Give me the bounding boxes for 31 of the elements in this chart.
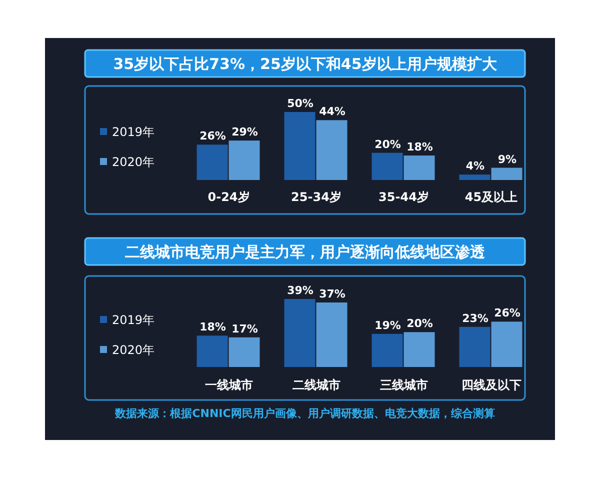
data-label: 4% — [466, 160, 485, 173]
chart-title: 二线城市电竞用户是主力军，用户逐渐向低线地区渗透 — [125, 243, 486, 261]
data-label: 26% — [200, 130, 226, 143]
data-label: 26% — [494, 306, 520, 320]
data-label: 50% — [287, 97, 314, 110]
x-tick-label: 45及以上 — [464, 190, 518, 204]
data-label: 29% — [232, 126, 258, 139]
x-tick-label: 三线城市 — [380, 378, 428, 392]
data-label: 20% — [406, 317, 433, 330]
data-label: 9% — [498, 152, 517, 166]
data-label: 18% — [406, 140, 433, 154]
data-label: 20% — [374, 138, 401, 151]
legend-label: 2020年 — [112, 343, 155, 357]
x-tick-label: 一线城市 — [204, 378, 253, 392]
x-tick-label: 0-24岁 — [208, 190, 250, 204]
x-tick-label: 25-34岁 — [291, 190, 342, 204]
chart-title: 35岁以下占比73%，25岁以下和45岁以上用户规模扩大 — [113, 55, 498, 73]
data-label: 18% — [200, 320, 226, 334]
data-label: 37% — [319, 287, 346, 300]
data-label: 17% — [232, 322, 258, 336]
legend-label: 2020年 — [112, 155, 155, 169]
x-tick-label: 四线及以下 — [461, 378, 522, 392]
x-tick-label: 二线城市 — [292, 378, 340, 392]
x-tick-label: 35-44岁 — [378, 190, 429, 204]
data-label: 44% — [319, 105, 346, 118]
legend-label: 2019年 — [112, 125, 155, 139]
source-note: 数据来源：根据CNNIC网民用户画像、用户调研数据、电竞大数据，综合测算 — [114, 407, 495, 420]
legend-label: 2019年 — [112, 313, 155, 327]
data-label: 23% — [462, 312, 488, 325]
data-label: 39% — [287, 284, 314, 297]
data-label: 19% — [374, 318, 401, 332]
